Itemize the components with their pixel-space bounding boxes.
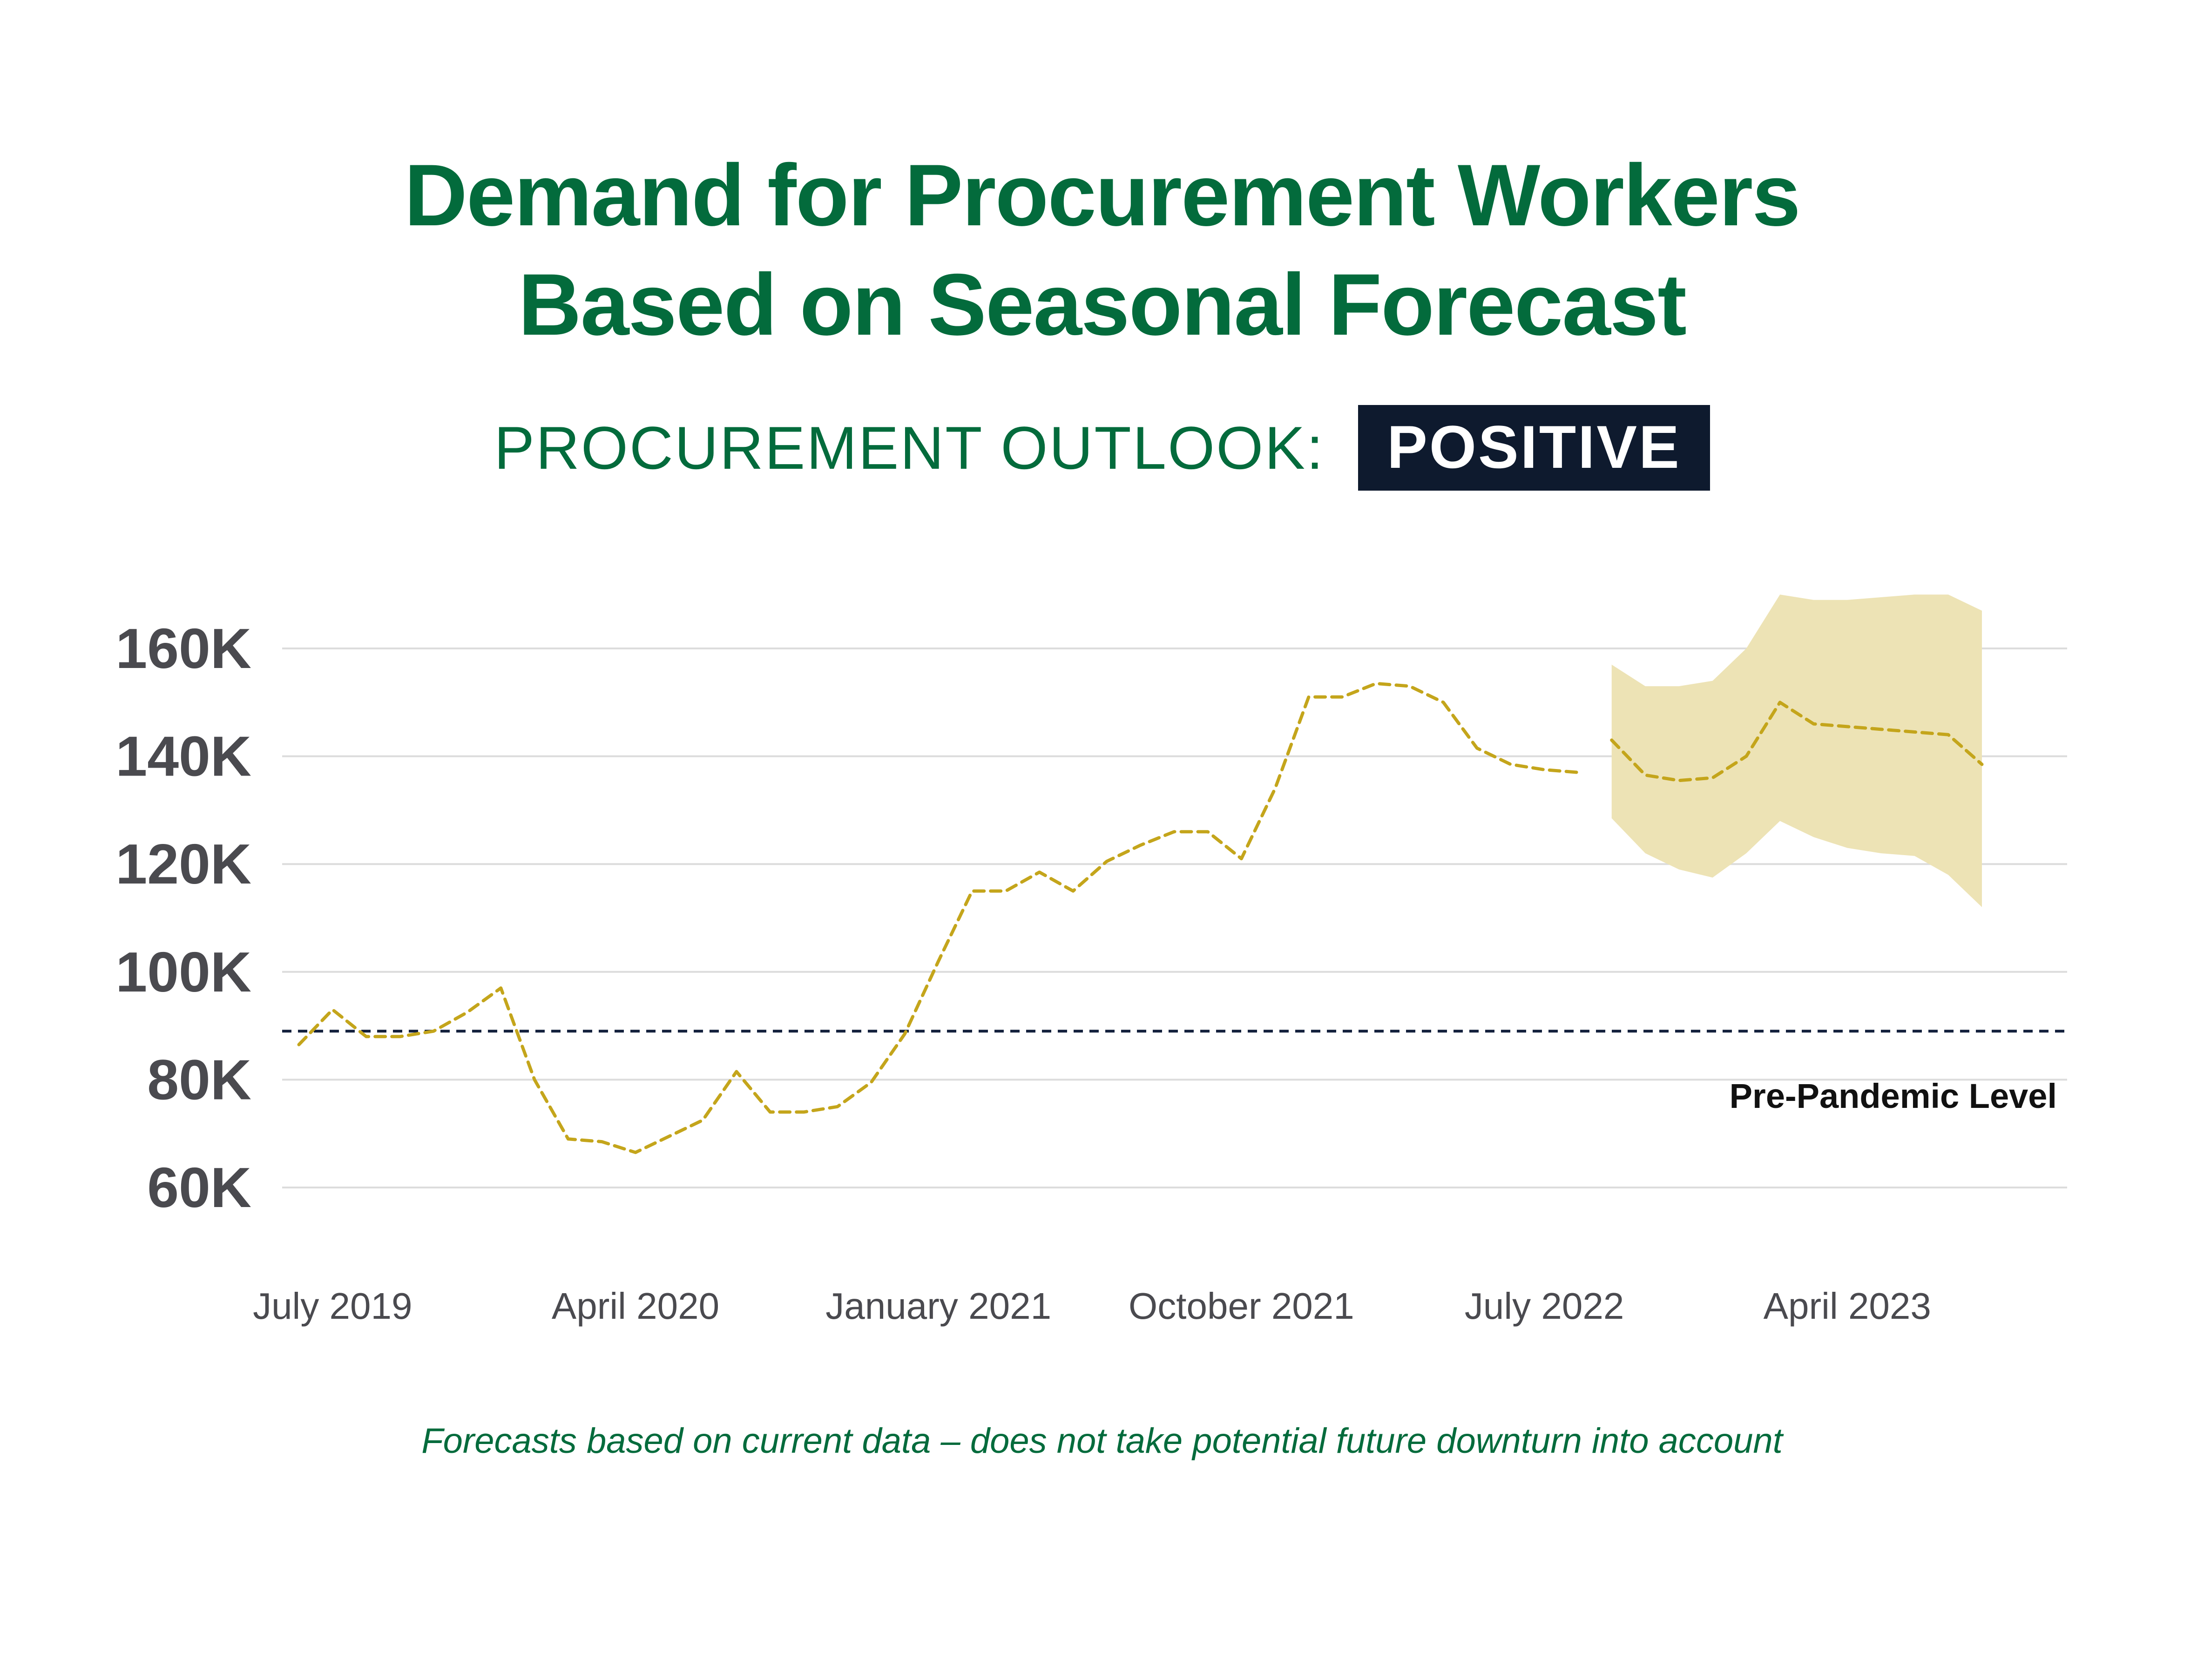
historical-data-point <box>634 1151 637 1154</box>
historical-data-point <box>1105 860 1108 863</box>
forecast-data-point <box>1677 779 1680 782</box>
historical-data-point <box>1173 830 1176 833</box>
historical-data-point <box>1004 890 1007 892</box>
historical-data-point <box>803 1111 805 1113</box>
historical-data-point <box>399 1035 401 1038</box>
historical-data-point <box>937 960 940 963</box>
historical-data-point <box>533 1078 536 1081</box>
historical-data-point <box>1206 830 1209 833</box>
forecast-data-point <box>1610 739 1613 742</box>
footnote: Forecasts based on current data – does n… <box>421 1421 1783 1461</box>
historical-data-point <box>1274 787 1277 790</box>
historical-data-point <box>668 1135 670 1138</box>
y-tick-label: 120K <box>115 832 251 896</box>
chart-title-line-2: Based on Seasonal Forecast <box>518 256 1687 353</box>
x-tick-label: July 2022 <box>1465 1285 1624 1327</box>
historical-data-point <box>836 1105 839 1108</box>
forecast-data-point <box>1947 733 1950 736</box>
reference-line-group: Pre-Pandemic Level <box>282 1030 2067 1115</box>
x-axis-tick-labels: July 2019 April 2020 January 2021 October 2… <box>253 1285 1931 1327</box>
historical-data-point <box>1038 871 1041 874</box>
forecast-data-point <box>1913 730 1916 733</box>
historical-data-point <box>1408 685 1411 688</box>
x-tick-label: October 2021 <box>1129 1285 1354 1327</box>
x-tick-label: April 2023 <box>1764 1285 1931 1327</box>
x-tick-label: April 2020 <box>552 1285 719 1327</box>
historical-data-point <box>601 1140 603 1143</box>
historical-data-point <box>297 1043 300 1046</box>
historical-data-point <box>500 987 502 990</box>
historical-data-point <box>1341 695 1344 698</box>
historical-data-point <box>1240 857 1243 860</box>
historical-data-point <box>567 1138 569 1140</box>
forecast-data-point <box>1745 755 1748 758</box>
y-tick-label: 140K <box>115 725 251 788</box>
y-tick-label: 160K <box>115 617 251 680</box>
historical-data-point <box>1442 701 1445 704</box>
forecast-data-point <box>1711 776 1714 779</box>
chart-title-line-1: Demand for Procurement Workers <box>404 146 1801 244</box>
historical-data-point <box>870 1081 872 1084</box>
historical-data-point <box>702 1119 704 1121</box>
forecast-series-line <box>1610 701 1984 783</box>
outlook-label: PROCUREMENT OUTLOOK: <box>494 414 1325 482</box>
historical-data-point <box>971 890 974 892</box>
historical-data-point <box>1476 747 1479 749</box>
historical-series-line <box>297 681 1580 1154</box>
gridlines <box>282 648 2067 1188</box>
historical-data-point <box>1509 763 1512 766</box>
y-tick-label: 60K <box>147 1156 251 1219</box>
historical-data-point <box>1375 682 1378 685</box>
historical-data-point <box>1307 695 1310 698</box>
forecast-data-point <box>1981 763 1983 766</box>
outlook-row: PROCUREMENT OUTLOOK: POSITIVE <box>0 405 2204 491</box>
historical-data-point <box>466 1011 469 1014</box>
y-tick-label: 100K <box>115 940 251 1004</box>
y-axis-tick-labels: 160K 140K 120K 100K 80K 60K <box>115 617 251 1219</box>
historical-data-point <box>735 1070 738 1073</box>
outlook-status-badge: POSITIVE <box>1358 405 1710 491</box>
historical-data-point <box>1139 844 1142 847</box>
forecast-data-point <box>1812 722 1815 725</box>
x-tick-label: January 2021 <box>825 1285 1051 1327</box>
historical-data-point <box>365 1035 368 1038</box>
historical-data-point <box>1543 769 1546 771</box>
historical-data-point <box>331 1008 334 1011</box>
historical-data-point <box>1576 771 1579 774</box>
forecast-data-point <box>1778 701 1781 704</box>
y-tick-label: 80K <box>147 1048 251 1111</box>
historical-data-point <box>432 1030 435 1032</box>
forecast-confidence-band <box>1611 594 1982 907</box>
historical-data-point <box>903 1032 906 1035</box>
forecast-band <box>1611 594 1982 907</box>
forecast-data-point <box>1846 725 1849 728</box>
series-lines <box>297 681 1984 1154</box>
pre-pandemic-label: Pre-Pandemic Level <box>1730 1077 2057 1115</box>
historical-data-point <box>769 1111 771 1113</box>
forecast-data-point <box>1644 774 1647 776</box>
historical-data-point <box>1072 890 1075 892</box>
x-tick-label: July 2019 <box>253 1285 412 1327</box>
forecast-data-point <box>1879 728 1882 731</box>
